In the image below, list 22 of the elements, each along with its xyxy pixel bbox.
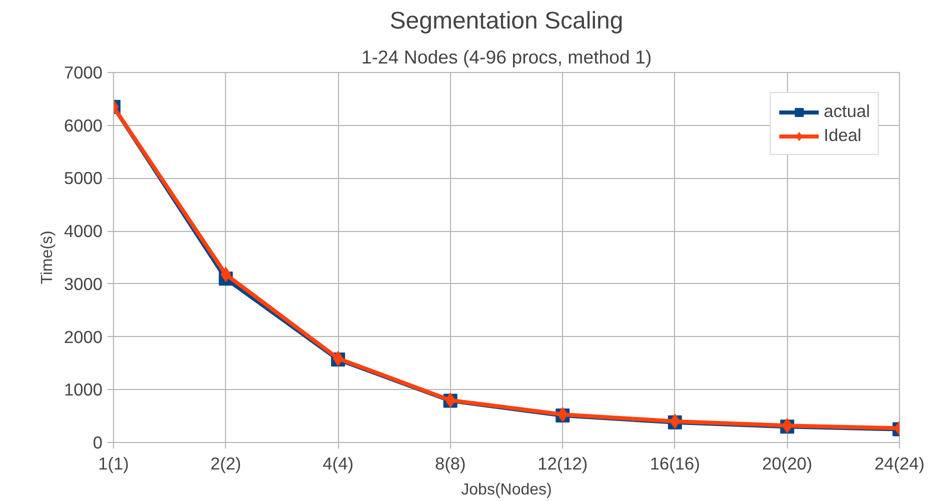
y-tick-label: 3000 [64,274,103,294]
y-tick-label: 2000 [64,326,103,347]
y-tick-label: 0 [92,432,103,452]
x-tick-label: 20(20) [762,454,812,474]
y-tick-label: 6000 [64,115,103,136]
legend-label: actual [824,101,870,122]
x-tick-label: 16(16) [650,454,700,474]
y-tick-label: 1000 [64,380,103,400]
legend-label: Ideal [824,125,862,146]
chart-title: Segmentation Scaling [390,8,624,34]
x-tick-label: 12(12) [538,454,588,474]
x-tick-label: 1(1) [98,454,129,474]
chart-subtitle: 1-24 Nodes (4-96 procs, method 1) [361,46,652,68]
x-tick-label: 24(24) [874,454,925,474]
x-tick-label: 8(8) [434,454,466,474]
y-tick-label: 5000 [64,168,103,188]
x-tick-label: 2(2) [210,454,242,474]
x-tick-label: 4(4) [322,454,354,474]
y-axis-title: Time(s) [38,230,56,284]
y-tick-label: 7000 [64,62,103,82]
x-axis-title: Jobs(Nodes) [461,482,552,498]
y-tick-label: 4000 [64,221,103,242]
